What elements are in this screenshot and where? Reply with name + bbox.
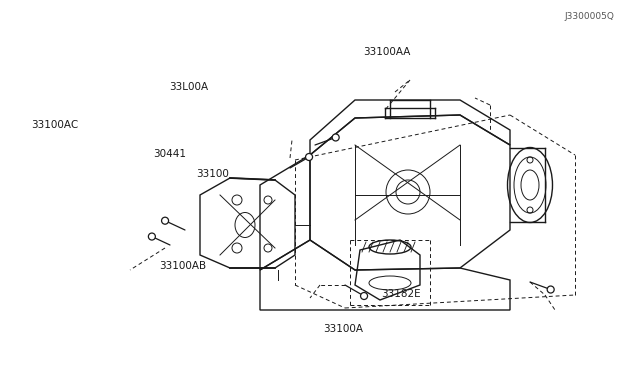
Circle shape [148, 233, 156, 240]
Text: 33100AB: 33100AB [159, 261, 206, 271]
Text: 33100: 33100 [196, 169, 229, 179]
Text: J3300005Q: J3300005Q [564, 12, 614, 21]
Circle shape [547, 286, 554, 293]
Circle shape [360, 292, 367, 299]
Text: 33100AA: 33100AA [364, 47, 411, 57]
Text: 33100A: 33100A [323, 324, 364, 334]
Circle shape [332, 134, 339, 141]
Text: 33182E: 33182E [381, 289, 420, 299]
Text: 30441: 30441 [153, 150, 186, 159]
Text: 33L00A: 33L00A [169, 83, 209, 92]
Circle shape [305, 154, 312, 160]
Text: 33100AC: 33100AC [31, 120, 78, 129]
Circle shape [161, 217, 168, 224]
